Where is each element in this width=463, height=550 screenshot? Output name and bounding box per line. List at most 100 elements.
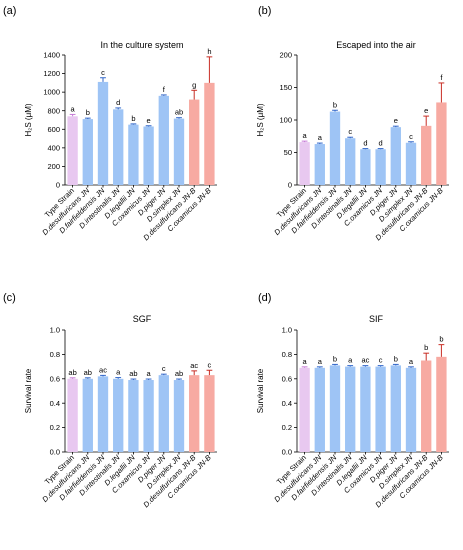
significance-letter: b (424, 343, 428, 352)
significance-letter: g (192, 80, 196, 89)
significance-letter: a (303, 357, 308, 366)
significance-letter: f (163, 85, 166, 94)
bar (158, 375, 169, 452)
bar (329, 365, 341, 452)
y-tick-label: 800 (47, 106, 60, 115)
bar (128, 124, 139, 185)
panel-label: (d) (258, 292, 271, 304)
chart-title: In the culture system (100, 40, 183, 50)
bar (360, 149, 371, 185)
y-tick-label: 200 (47, 162, 60, 171)
significance-letter: c (379, 356, 383, 365)
significance-letter: e (394, 116, 398, 125)
bar (204, 375, 215, 452)
bar (189, 99, 200, 185)
y-tick-label: 1.0 (50, 326, 60, 335)
significance-letter: ab (129, 369, 137, 378)
significance-letter: c (162, 364, 166, 373)
significance-letter: c (101, 68, 105, 77)
chart-title: SGF (133, 314, 152, 324)
bar (189, 375, 200, 452)
significance-letter: ab (175, 108, 183, 117)
bar (67, 116, 78, 185)
bar (405, 367, 417, 452)
bar (82, 119, 93, 185)
bar (67, 378, 78, 452)
bar (390, 127, 401, 185)
y-tick-label: 0.6 (282, 374, 292, 383)
panel-label: (a) (3, 5, 16, 17)
significance-letter: b (394, 354, 398, 363)
bar (436, 356, 447, 452)
bar (345, 366, 356, 452)
significance-letter: a (303, 131, 308, 140)
y-axis-label: Survival rate (24, 368, 33, 413)
bar (299, 142, 310, 185)
significance-letter: d (379, 139, 383, 148)
significance-letter: c (348, 127, 352, 136)
bar (173, 380, 185, 452)
significance-letter: a (409, 357, 414, 366)
significance-letter: ac (361, 356, 369, 365)
significance-letter: b (333, 100, 337, 109)
bar (128, 380, 139, 452)
y-tick-label: 1000 (43, 88, 60, 97)
significance-letter: a (71, 104, 76, 113)
bar (314, 144, 325, 185)
chart-panel-a: (a) In the culture system 0 200 400 600 800 100… (3, 5, 217, 242)
bar (421, 360, 432, 452)
chart-title: Escaped into the air (336, 40, 416, 50)
y-axis-label: H₂S (μM) (24, 103, 33, 136)
y-axis-label: H₂S (μM) (256, 103, 265, 136)
significance-letter: c (409, 132, 413, 141)
bar (421, 125, 432, 185)
bar (329, 111, 341, 185)
bar (314, 367, 325, 452)
significance-letter: ab (68, 368, 76, 377)
y-tick-label: 0.0 (282, 448, 292, 457)
significance-letter: a (116, 368, 121, 377)
significance-letter: h (207, 47, 211, 56)
significance-letter: f (440, 73, 443, 82)
y-tick-label: 1200 (43, 69, 60, 78)
significance-letter: e (147, 116, 151, 125)
significance-letter: b (333, 354, 337, 363)
significance-letter: a (318, 133, 323, 142)
bar (97, 376, 109, 452)
y-tick-label: 0.4 (50, 399, 60, 408)
y-tick-label: 0 (56, 181, 60, 190)
y-tick-label: 0.8 (50, 350, 60, 359)
y-tick-label: 150 (279, 83, 292, 92)
bar (405, 142, 417, 185)
significance-letter: c (208, 360, 212, 369)
chart-title: SIF (369, 314, 384, 324)
y-tick-label: 400 (47, 143, 60, 152)
significance-letter: b (439, 335, 443, 344)
y-tick-label: 0.8 (282, 350, 292, 359)
significance-letter: d (363, 139, 367, 148)
y-tick-label: 0.0 (50, 448, 60, 457)
significance-letter: a (147, 369, 152, 378)
y-tick-label: 0.4 (282, 399, 292, 408)
bar (436, 102, 447, 185)
significance-letter: a (348, 356, 353, 365)
bar (143, 380, 154, 452)
bar (390, 365, 401, 452)
y-tick-label: 0 (288, 181, 292, 190)
y-tick-label: 0.6 (50, 374, 60, 383)
bar (299, 367, 310, 452)
bar (97, 81, 109, 185)
panel-label: (c) (3, 292, 16, 304)
y-tick-label: 1400 (43, 51, 60, 60)
bar (360, 366, 371, 452)
y-tick-label: 200 (279, 51, 292, 60)
significance-letter: b (131, 114, 135, 123)
y-tick-label: 100 (279, 116, 292, 125)
bar (345, 138, 356, 185)
bar (113, 378, 124, 452)
y-tick-label: 0.2 (282, 423, 292, 432)
significance-letter: ab (175, 369, 183, 378)
bar (158, 95, 169, 185)
